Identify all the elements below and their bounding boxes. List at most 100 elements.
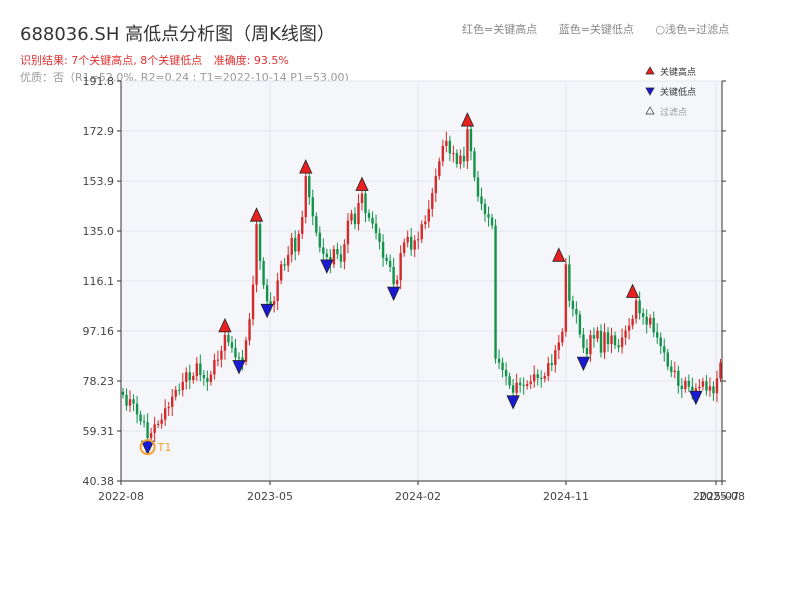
candle-body (357, 203, 360, 225)
candle-body (680, 385, 684, 390)
candle-body (663, 346, 666, 353)
candle-body (336, 249, 339, 255)
candle-body (431, 193, 434, 210)
y-tick-label: 78.23 (83, 375, 115, 388)
key-low-marker (689, 390, 703, 406)
candle-body (715, 378, 719, 394)
candle-body (346, 220, 350, 245)
candle-body (301, 217, 304, 234)
candle-body (641, 313, 645, 317)
candle-body (599, 330, 603, 353)
candle-body (350, 213, 353, 221)
candle-body (634, 300, 638, 319)
key-high-marker (218, 317, 232, 333)
candle-body (244, 340, 248, 362)
candle-body (511, 385, 515, 393)
candle-body (395, 280, 399, 285)
candle-body (719, 362, 722, 379)
candle-body (381, 241, 385, 258)
candle-body (536, 374, 539, 378)
y-tick-label: 153.9 (83, 175, 115, 188)
candle-body (687, 380, 691, 387)
candle-body (121, 391, 125, 395)
candle-body (199, 363, 202, 376)
key-low-marker (320, 259, 334, 274)
candle-body (258, 224, 262, 261)
legend-label: 关键低点 (660, 86, 696, 98)
candle-body (497, 358, 501, 363)
candle-body (251, 284, 255, 320)
legend-label: 关键高点 (660, 66, 696, 78)
key-high-marker (299, 159, 313, 174)
candle-body (448, 140, 452, 154)
candle-body (677, 370, 680, 386)
candle-body (610, 335, 613, 345)
candle-body (322, 247, 325, 254)
candle-body (174, 389, 177, 397)
candle-body (339, 254, 343, 262)
candle-body (388, 260, 392, 267)
candle-body (712, 386, 715, 394)
candle-body (592, 335, 596, 339)
candle-body (234, 347, 237, 358)
candle-body (163, 408, 167, 420)
candle-body (617, 345, 620, 348)
candle-body (487, 214, 490, 218)
candle-body (142, 421, 146, 423)
candle-body (181, 381, 184, 391)
candle-body (469, 129, 473, 152)
candle-body (132, 399, 135, 404)
candle-body (670, 366, 673, 373)
candle-body (666, 352, 669, 367)
y-tick-label: 135.0 (83, 225, 115, 238)
key-high-marker (355, 176, 369, 191)
candle-body (160, 419, 163, 424)
candle-body (557, 342, 561, 351)
candle-body (483, 203, 487, 215)
candle-body (564, 264, 568, 332)
candle-body (167, 406, 170, 409)
candle-body (206, 378, 209, 382)
candle-body (265, 285, 269, 302)
candle-body (694, 388, 698, 394)
candle-body (575, 308, 578, 315)
chart-title: 688036.SH 高低点分析图（周K线图） (20, 24, 335, 45)
candle-body (385, 257, 388, 261)
candle-body (522, 385, 525, 387)
key-high-marker (249, 207, 264, 222)
y-tick-label: 191.8 (83, 75, 115, 88)
legend-symbol (645, 66, 655, 75)
x-tick-label: 2022-08 (98, 490, 144, 503)
candle-body (571, 300, 575, 309)
candle-body (543, 376, 546, 379)
candle-body (673, 370, 676, 373)
candle-body (459, 155, 462, 164)
key-low-marker (232, 360, 246, 375)
x-tick-label: 2025-07 (693, 490, 739, 503)
candle-body (645, 316, 648, 325)
candle-body (659, 337, 662, 347)
candle-body (547, 363, 550, 377)
candle-body (318, 232, 322, 248)
accuracy-text: 准确度: 93.5% (213, 54, 289, 67)
candle-body (466, 129, 469, 162)
candle-body (374, 223, 378, 234)
candle-body (701, 381, 705, 387)
candle-body (480, 196, 483, 204)
candle-body (455, 153, 459, 164)
legend-red-text: 红色=关键高点 (462, 23, 538, 36)
candle-body (540, 377, 543, 379)
candle-body (325, 253, 329, 257)
candle-body (561, 331, 564, 343)
candle-body (606, 332, 610, 345)
candle-body (402, 242, 406, 253)
key-low-marker (576, 356, 591, 372)
candle-body (652, 317, 655, 333)
candle-body (494, 225, 497, 359)
candle-body (185, 372, 188, 382)
candle-body (367, 213, 371, 218)
candle-body (188, 372, 191, 381)
candle-body (315, 216, 318, 233)
candle-body (427, 209, 430, 222)
candle-body (308, 176, 311, 198)
